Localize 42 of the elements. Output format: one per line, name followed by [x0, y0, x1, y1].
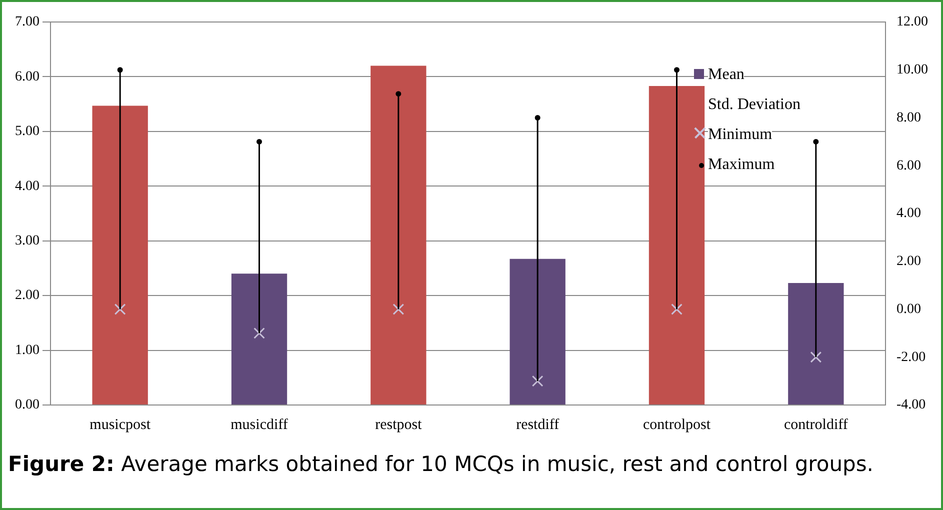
bar — [648, 86, 705, 404]
x-tick-label: controlpost — [643, 416, 712, 433]
y2-tick-label: 12.00 — [896, 14, 928, 30]
point — [674, 67, 680, 73]
x-tick-label: musicdiff — [230, 416, 288, 433]
text: Std. Deviation — [708, 96, 800, 113]
bar — [788, 282, 844, 404]
y-tick-label: 4.00 — [15, 178, 40, 194]
y-tick-label: 1.00 — [15, 342, 40, 358]
x-tick-label: restpost — [375, 416, 423, 433]
bar — [92, 106, 148, 404]
point — [396, 91, 402, 97]
y-tick-label: 5.00 — [15, 124, 40, 140]
y2-tick-label: 2.00 — [896, 254, 921, 270]
bar — [370, 66, 426, 404]
point — [114, 304, 126, 315]
y2-tick-label: 6.00 — [896, 158, 921, 174]
y-tick-label: 6.00 — [15, 69, 40, 84]
bar — [510, 258, 566, 404]
y2-tick-label: -4.00 — [896, 398, 926, 413]
y2-tick-label: 4.00 — [896, 206, 921, 222]
point — [810, 351, 822, 363]
legend-label: Mean — [708, 66, 744, 83]
y-tick-label: 0.00 — [15, 398, 40, 413]
legend-label: Maximum — [708, 156, 775, 173]
y2-tick-label: 10.00 — [896, 62, 928, 78]
y2-tick-label: 0.00 — [896, 302, 921, 317]
caption: Figure 2: Average marks obtained for 10 MCQs in music, rest and control groups. — [8, 452, 874, 476]
x-tick-label: controldiff — [784, 416, 848, 433]
point — [532, 375, 544, 387]
y-tick-label: 3.00 — [15, 234, 40, 249]
bar — [231, 274, 288, 404]
y2-tick-label: 8.00 — [896, 110, 921, 126]
legend-label: Minimum — [708, 126, 772, 143]
x-tick-label: restdiff — [516, 416, 560, 433]
y-tick-label: 2.00 — [15, 288, 40, 304]
y2-tick-label: -2.00 — [896, 350, 926, 365]
point — [254, 327, 265, 339]
y-tick-label: 7.00 — [15, 14, 40, 30]
x-tick-label: musicpost — [90, 416, 152, 433]
point — [392, 304, 404, 315]
point — [671, 304, 682, 315]
